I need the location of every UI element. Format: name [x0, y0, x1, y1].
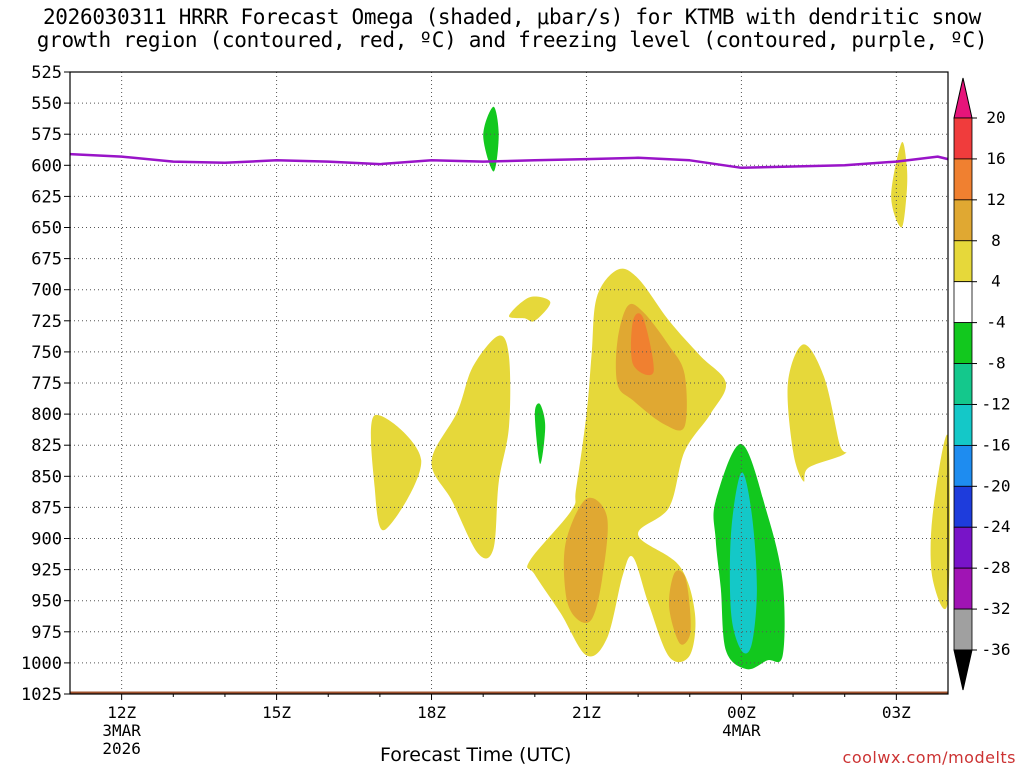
- x-tick-label: 12Z: [107, 703, 136, 722]
- x-tick-label: 00Z: [727, 703, 756, 722]
- colorbar-bin: [953, 608, 973, 651]
- colorbar-bottom-arrow: [953, 649, 973, 691]
- region-yellow-right: [787, 344, 847, 482]
- freezing-level-line: [69, 152, 949, 170]
- colorbar-bin: [953, 526, 973, 569]
- region-orange-bottom-left: [563, 497, 608, 623]
- y-tick-label: 650: [31, 219, 62, 239]
- colorbar-label: 4: [991, 272, 1001, 291]
- region-yellow-left-large: [431, 335, 511, 559]
- colorbar-bin: [953, 404, 973, 446]
- y-tick-label: 950: [31, 592, 62, 612]
- colorbar-label: 16: [986, 149, 1005, 168]
- y-tick-label: 625: [31, 187, 62, 207]
- chart-title-line2: growth region (contoured, red, ºC) and f…: [36, 28, 988, 52]
- colorbar-label: -36: [982, 640, 1011, 659]
- y-tick-label: 700: [31, 281, 62, 301]
- region-yellow-far-right-top: [891, 142, 908, 228]
- colorbar-bin: [953, 199, 973, 242]
- region-yellow-far-right-bottom: [930, 434, 950, 610]
- y-tick-label: 550: [31, 94, 62, 114]
- colorbar-bin: [953, 117, 973, 160]
- colorbar-label: -32: [982, 599, 1011, 618]
- credit-link[interactable]: coolwx.com/modelts: [842, 748, 1016, 767]
- y-tick-label: 925: [31, 561, 62, 581]
- x-tick-date: 3MAR: [102, 721, 141, 740]
- x-tick-date: 4MAR: [722, 721, 761, 740]
- y-tick-label: 525: [31, 63, 62, 83]
- x-axis-label: Forecast Time (UTC): [380, 744, 572, 766]
- y-tick-label: 575: [31, 125, 62, 145]
- y-tick-label: 875: [31, 498, 62, 518]
- y-tick-label: 600: [31, 156, 62, 176]
- colorbar-bin: [953, 567, 973, 610]
- colorbar-bin: [953, 363, 973, 405]
- colorbar-label: -24: [982, 517, 1011, 536]
- colorbar-label: 20: [986, 108, 1005, 127]
- colorbar-label: -28: [982, 558, 1011, 577]
- y-tick-label: 725: [31, 312, 62, 332]
- region-yellow-left-small: [370, 414, 422, 531]
- y-tick-label: 900: [31, 530, 62, 550]
- y-tick-label: 775: [31, 374, 62, 394]
- region-green-mid: [534, 403, 546, 464]
- x-tick-label: 18Z: [417, 703, 446, 722]
- x-tick-label: 03Z: [882, 703, 911, 722]
- colorbar-bin: [953, 485, 973, 528]
- colorbar-bin: [953, 322, 973, 364]
- y-tick-label: 850: [31, 467, 62, 487]
- y-tick-label: 750: [31, 343, 62, 363]
- colorbar-label: -4: [986, 313, 1005, 332]
- freezing-level-group: [69, 152, 949, 170]
- colorbar-top-arrow: [953, 77, 973, 119]
- y-tick-label: 800: [31, 405, 62, 425]
- region-orange-bottom-right: [668, 570, 691, 645]
- colorbar-bin: [953, 281, 973, 324]
- colorbar-label: -12: [982, 394, 1011, 413]
- ground-group: [70, 691, 948, 694]
- y-tick-label: 1000: [21, 654, 62, 674]
- chart-title-line1: 2026030311 HRRR Forecast Omega (shaded, …: [42, 5, 982, 29]
- region-green-top: [483, 106, 499, 172]
- x-tick-label: 21Z: [572, 703, 601, 722]
- chart-title: 2026030311 HRRR Forecast Omega (shaded, …: [0, 6, 1024, 52]
- y-tick-label: 825: [31, 436, 62, 456]
- region-teal-bottom: [729, 472, 757, 654]
- colorbar-label: -8: [986, 354, 1005, 373]
- region-orange-core: [630, 313, 654, 376]
- y-tick-label: 975: [31, 623, 62, 643]
- x-tick-label: 15Z: [262, 703, 291, 722]
- colorbar: 20 16 12 8 4 -4 -8 -12 -16 -20 -24 -28 -32 -36: [953, 77, 1011, 691]
- colorbar-label: 12: [986, 190, 1005, 209]
- y-tick-label: 675: [31, 250, 62, 270]
- colorbar-bin: [953, 240, 973, 283]
- region-yellow-small-top: [508, 296, 551, 322]
- colorbar-label: -20: [982, 476, 1011, 495]
- ground-strip: [70, 691, 948, 694]
- omega-regions: [370, 106, 950, 670]
- x-tick-year: 2026: [102, 739, 141, 758]
- colorbar-bin: [953, 158, 973, 201]
- colorbar-bin: [953, 444, 973, 487]
- colorbar-label: -16: [982, 435, 1011, 454]
- y-axis: 525 550 575 600 625 650 675 700 725 750 775 800 825 8…: [21, 63, 70, 705]
- colorbar-label: 8: [991, 231, 1001, 250]
- y-tick-label: 1025: [21, 685, 62, 705]
